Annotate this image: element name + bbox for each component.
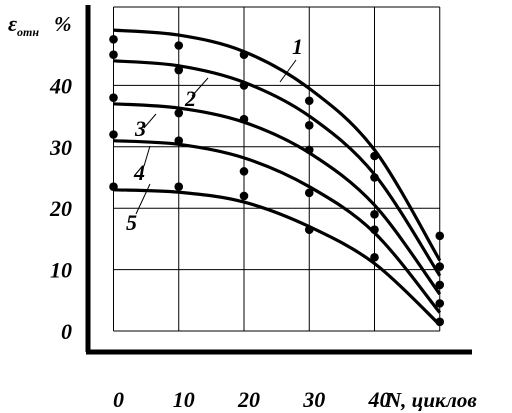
x-tick-label: 20 xyxy=(237,387,260,412)
series-label-leaders xyxy=(135,59,297,215)
x-tick-label: 0 xyxy=(113,387,124,412)
data-point-3 xyxy=(239,114,249,124)
data-point-3 xyxy=(304,145,314,155)
y-tick-labels: 0 10 20 30 40 xyxy=(49,73,72,344)
x-tick-labels: 0 10 20 30 40 xyxy=(113,387,391,412)
series-label-1: 1 xyxy=(292,34,303,59)
data-point-3 xyxy=(174,108,184,118)
series-leader-1 xyxy=(279,59,297,83)
data-point-3 xyxy=(109,93,118,102)
fit-curve-3 xyxy=(113,102,442,296)
fit-curve-1 xyxy=(113,28,442,262)
data-point-4 xyxy=(370,225,379,234)
data-point-1 xyxy=(435,231,445,241)
data-point-1 xyxy=(370,151,379,161)
fit-curve-2 xyxy=(113,59,442,277)
data-point-3 xyxy=(370,210,379,219)
series-label-3: 3 xyxy=(134,116,146,141)
data-point-1 xyxy=(304,96,314,106)
data-point-5 xyxy=(174,182,184,192)
data-point-2 xyxy=(109,50,118,59)
x-axis-label: N, циклов xyxy=(385,388,477,412)
series-label-5: 5 xyxy=(126,210,137,235)
data-point-4 xyxy=(304,188,314,198)
data-point-4 xyxy=(174,136,184,145)
y-tick-label: 20 xyxy=(49,196,72,221)
y-tick-label: 10 xyxy=(50,258,72,283)
data-point-1 xyxy=(109,35,118,44)
series-leader-5 xyxy=(135,183,151,215)
x-tick-label: 30 xyxy=(302,387,325,412)
data-point-5 xyxy=(109,182,118,192)
data-point-2 xyxy=(174,65,184,75)
y-tick-label: 40 xyxy=(49,73,72,98)
fit-curves xyxy=(113,28,442,327)
grid xyxy=(113,6,441,332)
series-leader-4 xyxy=(143,145,151,167)
y-axis-unit: % xyxy=(54,12,72,36)
x-tick-label: 40 xyxy=(368,387,391,412)
data-point-2 xyxy=(304,121,314,130)
data-point-5 xyxy=(435,317,445,327)
axes xyxy=(85,5,472,355)
y-tick-label: 30 xyxy=(49,135,72,160)
data-point-2 xyxy=(239,81,249,90)
data-point-1 xyxy=(174,41,184,50)
fit-curve-4 xyxy=(113,139,442,314)
data-point-2 xyxy=(435,262,445,271)
data-point-4 xyxy=(239,167,249,176)
series-leader-3 xyxy=(143,113,157,129)
data-point-5 xyxy=(370,253,379,262)
y-axis-label: εотн xyxy=(8,11,39,39)
y-axis-symbol: ε xyxy=(8,11,17,36)
data-point-1 xyxy=(239,50,249,59)
data-point-4 xyxy=(109,130,118,139)
series-leader-2 xyxy=(191,77,209,97)
data-points xyxy=(109,35,445,327)
data-point-5 xyxy=(239,191,249,201)
data-point-2 xyxy=(370,173,379,182)
fit-curve-5 xyxy=(113,188,441,327)
x-tick-label: 10 xyxy=(173,387,195,412)
series-label-4: 4 xyxy=(133,160,145,185)
data-point-3 xyxy=(435,280,445,290)
y-axis-subscript: отн xyxy=(17,25,39,39)
y-tick-label: 0 xyxy=(61,319,72,344)
data-point-5 xyxy=(304,225,314,234)
series-labels: 1 2 3 4 5 xyxy=(126,34,303,235)
series-label-2: 2 xyxy=(184,86,196,111)
data-point-4 xyxy=(435,299,445,308)
